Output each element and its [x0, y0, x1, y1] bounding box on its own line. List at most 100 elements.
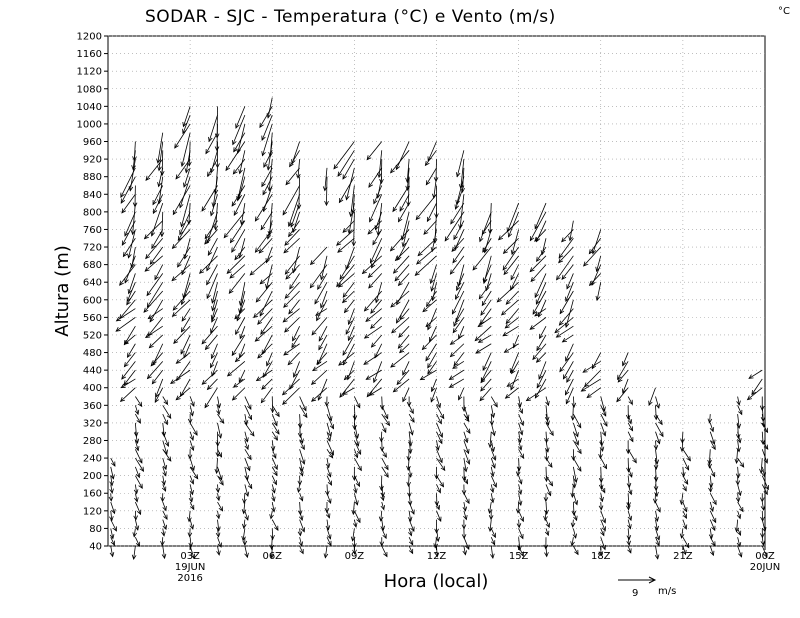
wind-arrow-shaft: [352, 194, 355, 214]
wind-arrow-shaft: [600, 510, 606, 523]
wind-arrow-shaft: [201, 325, 218, 345]
wind-arrow-shaft: [353, 405, 356, 420]
wind-arrow-head: [204, 403, 210, 409]
wind-arrow-head: [510, 385, 515, 391]
wind-arrow-shaft: [401, 211, 410, 241]
wind-arrow-head: [517, 545, 522, 551]
wind-arrow-head: [458, 224, 463, 230]
wind-arrow-shaft: [709, 528, 713, 539]
wind-arrow-shaft: [709, 422, 714, 432]
wind-arrow-head: [583, 382, 589, 388]
wind-arrow-head: [342, 227, 348, 234]
wind-arrow-shaft: [455, 282, 465, 300]
wind-arrow-shaft: [353, 493, 358, 505]
wind-arrow-shaft: [257, 308, 273, 325]
wind-arrow-shaft: [271, 475, 277, 485]
x-axis-title: Hora (local): [384, 571, 489, 592]
wind-arrow-shaft: [490, 493, 494, 503]
wind-arrow-head: [241, 509, 247, 515]
wind-arrow-head: [244, 437, 249, 443]
wind-arrow-head: [408, 548, 414, 555]
wind-arrow-shaft: [324, 167, 328, 191]
wind-arrow-head: [708, 487, 713, 493]
wind-arrow-shaft: [239, 150, 246, 174]
wind-arrow-head: [407, 492, 412, 498]
wind-arrow-head: [363, 306, 369, 312]
wind-arrow-head: [760, 416, 766, 423]
wind-arrow-head: [402, 370, 407, 376]
wind-arrow-head: [209, 211, 215, 217]
wind-arrow-shaft: [381, 545, 388, 557]
wind-arrow-head: [152, 200, 157, 206]
wind-arrow-shaft: [427, 361, 437, 375]
wind-arrow-shaft: [172, 229, 191, 249]
reference-speed-label: 9: [632, 588, 638, 599]
wind-arrow-head: [710, 472, 716, 478]
wind-arrow-shaft: [233, 194, 246, 216]
wind-arrow-head: [352, 549, 357, 555]
wind-arrow-head: [583, 261, 588, 267]
wind-arrow-head: [545, 420, 550, 426]
wind-arrow-shaft: [518, 422, 523, 435]
wind-arrow-shaft: [326, 413, 334, 429]
wind-arrow-head: [492, 482, 497, 488]
wind-arrow-shaft: [534, 202, 547, 229]
wind-arrow-head: [396, 318, 401, 324]
wind-arrow-shaft: [497, 281, 519, 303]
wind-arrow-shaft: [282, 308, 300, 323]
wind-arrow-shaft: [205, 132, 218, 154]
wind-arrow-head: [370, 323, 376, 330]
wind-arrow-head: [289, 284, 294, 290]
wind-arrow-head: [598, 477, 604, 484]
wind-arrow-shaft: [132, 203, 136, 235]
wind-arrow-head: [571, 455, 576, 461]
wind-arrow-head: [234, 314, 240, 320]
wind-arrow-head: [480, 386, 486, 392]
wind-arrow-head: [208, 136, 213, 143]
wind-arrow-head: [287, 360, 293, 366]
wind-arrow-head: [273, 421, 278, 427]
wind-arrow-head: [574, 440, 580, 446]
wind-arrow-head: [163, 419, 168, 426]
wind-arrow-head: [133, 431, 139, 438]
wind-arrow-head: [180, 349, 185, 355]
wind-arrow-shaft: [573, 440, 582, 454]
wind-arrow-shaft: [128, 273, 136, 294]
wind-arrow-shaft: [157, 132, 164, 163]
wind-arrow-shaft: [478, 334, 492, 343]
wind-arrow-head: [480, 377, 486, 383]
wind-arrow-shaft: [566, 369, 574, 383]
wind-arrow-head: [530, 276, 536, 283]
wind-arrow-shaft: [162, 440, 168, 455]
wind-arrow-shaft: [244, 405, 252, 420]
wind-arrow-shaft: [589, 273, 602, 286]
wind-arrow-shaft: [572, 422, 579, 437]
wind-arrow-shaft: [381, 396, 383, 410]
wind-arrow-shaft: [682, 537, 690, 548]
wind-arrow-shaft: [299, 422, 301, 438]
wind-arrow-head: [173, 338, 179, 344]
wind-arrow-shaft: [627, 493, 630, 507]
wind-arrow-shaft: [318, 325, 328, 342]
y-tick-label: 40: [89, 542, 102, 553]
wind-arrow-shaft: [229, 264, 246, 279]
wind-arrow-head: [465, 544, 470, 551]
wind-arrow-head: [409, 430, 414, 436]
wind-arrow-head: [576, 423, 582, 429]
wind-arrow-shaft: [342, 290, 355, 303]
wind-arrow-head: [399, 348, 405, 354]
wind-arrow-shaft: [456, 150, 465, 177]
wind-arrow-shaft: [463, 440, 469, 454]
wind-arrow-shaft: [354, 510, 361, 523]
wind-arrow-head: [247, 483, 253, 490]
wind-arrow-head: [376, 230, 381, 236]
wind-arrow-shaft: [479, 387, 492, 401]
wind-arrow-shaft: [244, 545, 248, 558]
wind-arrow-shaft: [479, 211, 492, 242]
wind-arrow-head: [236, 148, 241, 154]
wind-arrow-shaft: [134, 484, 138, 494]
wind-arrow-head: [455, 294, 460, 300]
wind-arrow-head: [329, 450, 334, 456]
wind-arrow-shaft: [381, 457, 389, 470]
wind-arrow-shaft: [285, 167, 300, 185]
